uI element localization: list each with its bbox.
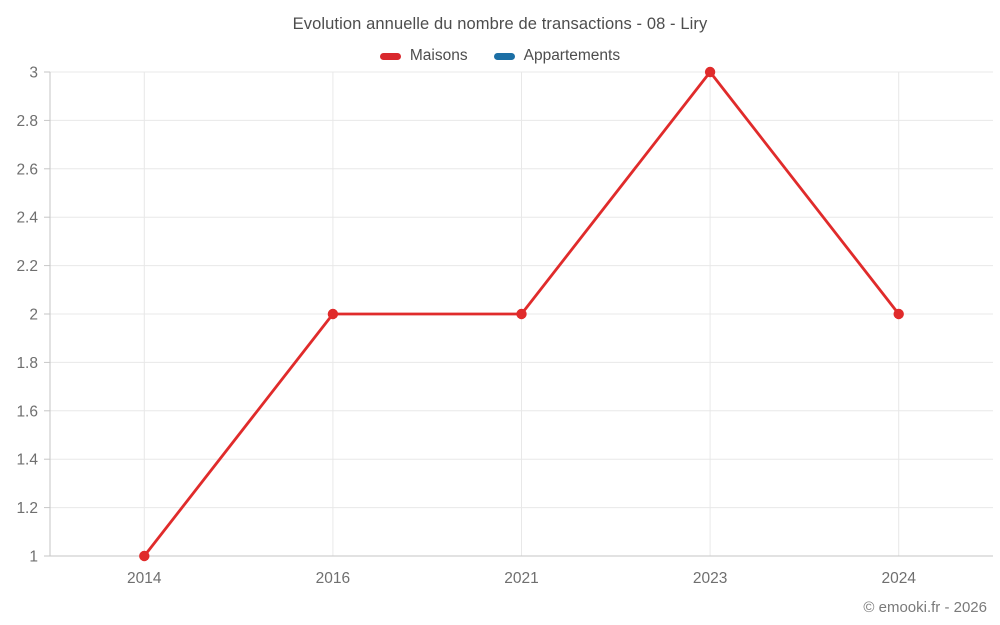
x-tick-label: 2016 bbox=[316, 570, 350, 587]
chart-title: Evolution annuelle du nombre de transact… bbox=[292, 15, 708, 33]
data-point-maisons bbox=[516, 308, 527, 320]
data-point-maisons bbox=[327, 308, 339, 320]
legend-swatch-appartements-icon bbox=[493, 52, 515, 60]
legend-item-appartements[interactable]: Appartements bbox=[493, 47, 621, 65]
y-tick-label: 2 bbox=[29, 307, 38, 324]
x-tick-label: 2024 bbox=[881, 570, 916, 587]
x-tick-label: 2021 bbox=[504, 570, 538, 587]
y-tick-label: 2.8 bbox=[16, 113, 38, 130]
y-tick-label: 1.8 bbox=[16, 355, 38, 372]
legend-swatch-maisons-icon bbox=[379, 52, 401, 60]
data-point-maisons bbox=[139, 550, 150, 562]
y-tick-label: 2.2 bbox=[16, 258, 38, 275]
data-point-maisons bbox=[893, 308, 904, 320]
y-tick-label: 2.4 bbox=[16, 210, 38, 227]
y-tick-label: 1.2 bbox=[16, 500, 38, 517]
legend-label-maisons: Maisons bbox=[409, 47, 468, 64]
legend-label-appartements: Appartements bbox=[523, 47, 621, 64]
y-tick-label: 1.4 bbox=[16, 452, 38, 469]
y-tick-label: 1 bbox=[29, 549, 38, 566]
legend-item-maisons[interactable]: Maisons bbox=[379, 47, 468, 65]
data-point-maisons bbox=[704, 66, 716, 78]
y-tick-label: 2.6 bbox=[16, 161, 38, 178]
y-tick-label: 3 bbox=[29, 65, 38, 82]
x-tick-label: 2014 bbox=[127, 570, 162, 587]
chart-legend: Maisons Appartements bbox=[0, 47, 1000, 65]
y-tick-label: 1.6 bbox=[16, 403, 38, 420]
chart-header: Evolution annuelle du nombre de transact… bbox=[0, 15, 1000, 65]
footer-credit: © emooki.fr - 2026 bbox=[863, 599, 987, 616]
x-tick-label: 2023 bbox=[693, 570, 727, 587]
